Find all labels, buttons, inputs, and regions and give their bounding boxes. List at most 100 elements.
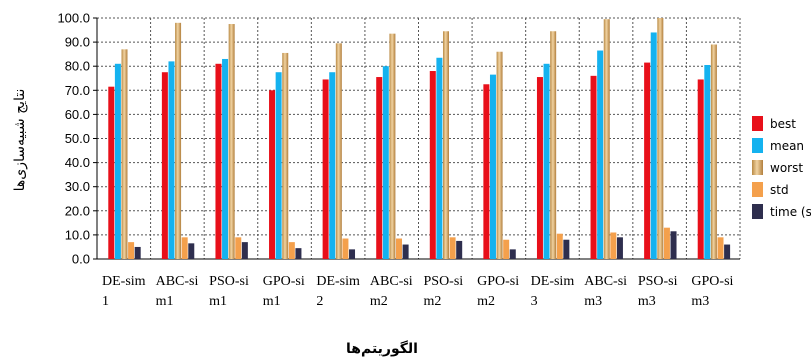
bar-worst-2: [175, 22, 182, 259]
bar-mean-8: [489, 74, 496, 259]
bar-times-3: [241, 242, 248, 259]
bar-times-9: [563, 239, 570, 259]
bar-times-1: [134, 246, 141, 259]
bar-mean-10: [597, 50, 604, 259]
legend-swatch-best: [752, 116, 763, 131]
y-tick-label: 10.0: [65, 227, 90, 242]
legend-swatch-worst: [752, 160, 763, 175]
bar-std-10: [610, 232, 617, 259]
bar-std-2: [181, 237, 188, 259]
x-tick-label: ABC-si: [584, 274, 627, 289]
x-tick-label: m2: [370, 294, 388, 309]
y-axis-ticks: 0.0 10.0 20.0 30.0 40.0 50.0 60.0 70.0 80.0 90.0 1…: [57, 11, 97, 267]
y-tick-label: 60.0: [65, 107, 90, 122]
x-tick-label: PSO-si: [424, 274, 464, 289]
bar-times-12: [724, 244, 731, 259]
x-tick-label: m3: [691, 294, 709, 309]
bar-worst-11: [657, 18, 664, 259]
bar-worst-9: [550, 31, 557, 259]
x-tick-label: m1: [209, 294, 227, 309]
grid-lines: [96, 17, 741, 260]
bar-best-5: [322, 79, 329, 259]
bar-std-1: [128, 242, 135, 259]
y-tick-label: 20.0: [65, 203, 90, 218]
bar-mean-1: [114, 63, 121, 259]
legend-label-mean: mean: [770, 139, 804, 153]
x-tick-label: ABC-si: [156, 274, 199, 289]
bar-mean-2: [168, 61, 175, 259]
legend-swatch-mean: [752, 138, 763, 153]
y-tick-label: 50.0: [65, 131, 90, 146]
bar-std-6: [396, 238, 403, 259]
x-tick-label: m1: [156, 294, 174, 309]
x-tick-label: DE-sim: [316, 274, 360, 289]
bars: [108, 18, 731, 260]
bar-std-5: [342, 238, 349, 259]
y-tick-label: 0.0: [72, 252, 90, 267]
bar-worst-1: [121, 49, 128, 259]
y-tick-label: 70.0: [65, 83, 90, 98]
x-tick-label: GPO-si: [691, 274, 733, 289]
bar-mean-7: [436, 57, 443, 259]
y-tick-label: 40.0: [65, 155, 90, 170]
bar-best-2: [161, 72, 168, 259]
y-tick-label: 30.0: [65, 179, 90, 194]
y-tick-label: 80.0: [65, 59, 90, 74]
bar-best-7: [429, 71, 436, 260]
bar-mean-9: [543, 63, 550, 259]
bar-best-10: [590, 75, 597, 259]
bar-times-7: [456, 240, 463, 259]
bar-worst-4: [282, 52, 289, 259]
x-tick-label: GPO-si: [263, 274, 305, 289]
bar-std-9: [556, 233, 563, 259]
bar-times-5: [349, 249, 356, 259]
x-tick-label: 3: [531, 294, 538, 309]
legend-label-std: std: [770, 183, 789, 197]
bar-std-8: [503, 239, 510, 259]
bar-std-7: [449, 237, 456, 259]
bar-best-8: [483, 84, 490, 260]
bar-worst-3: [228, 24, 235, 260]
bar-mean-11: [650, 32, 657, 260]
bar-worst-12: [710, 44, 717, 260]
bar-times-4: [295, 248, 302, 259]
bar-worst-10: [603, 19, 610, 259]
bar-mean-12: [704, 64, 711, 260]
legend-label-times: time (s): [770, 205, 811, 219]
legend-swatch-times: [752, 204, 763, 219]
x-tick-label: m2: [477, 294, 495, 309]
y-tick-label: 90.0: [65, 35, 90, 50]
bar-worst-8: [496, 51, 503, 259]
bar-best-11: [644, 62, 651, 260]
bar-best-4: [269, 90, 276, 259]
x-tick-label: m3: [638, 294, 656, 309]
y-axis-title: نتایج شبیه‌سازی‌ها: [12, 89, 28, 192]
x-tick-label: m1: [263, 294, 281, 309]
bar-times-6: [402, 244, 409, 259]
bar-worst-7: [442, 31, 449, 259]
bar-mean-5: [329, 72, 336, 259]
legend-label-worst: worst: [770, 161, 803, 175]
bar-best-6: [376, 77, 383, 259]
x-tick-label: ABC-si: [370, 274, 413, 289]
x-tick-label: PSO-si: [638, 274, 678, 289]
bar-times-11: [670, 231, 677, 259]
bar-std-12: [717, 237, 724, 259]
x-axis-title: الگوریتم‌ها: [346, 340, 418, 357]
bar-best-12: [697, 79, 704, 259]
bar-best-9: [536, 77, 543, 259]
bar-worst-5: [335, 43, 342, 260]
bar-std-4: [288, 242, 295, 259]
x-tick-label: DE-sim: [102, 274, 146, 289]
bar-times-2: [188, 243, 195, 259]
x-axis-ticks: DE-sim 1 ABC-si m1 PSO-si m1 GPO-si m1 DE-sim 2 AB…: [102, 274, 734, 309]
bar-best-1: [108, 86, 115, 259]
legend: best mean worst std time (s): [752, 116, 811, 219]
bar-mean-6: [382, 66, 389, 259]
y-tick-label: 100.0: [57, 11, 90, 26]
x-tick-label: PSO-si: [209, 274, 249, 289]
x-tick-label: m2: [424, 294, 442, 309]
x-tick-label: 2: [316, 294, 323, 309]
x-tick-label: DE-sim: [531, 274, 575, 289]
